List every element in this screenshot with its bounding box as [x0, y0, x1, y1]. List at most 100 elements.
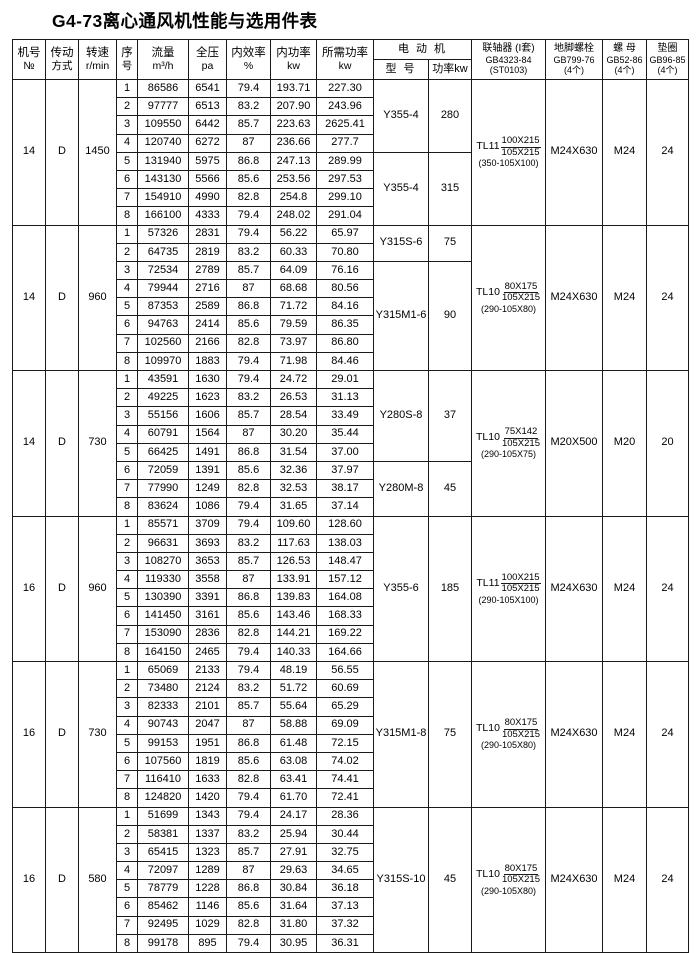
table-row: 3 108270 3653 85.7 126.53 148.47: [13, 551, 689, 572]
cell-flow: 109970: [137, 351, 189, 372]
cell-internal-efficiency: 85.7: [226, 406, 271, 426]
cell-seq: 8: [116, 933, 138, 953]
cell-internal-efficiency: 83.2: [226, 242, 271, 262]
cell-seq: 4: [116, 715, 138, 735]
cell-flow: 164150: [137, 642, 189, 663]
cell-flow: 64735: [137, 242, 189, 262]
cell-internal-efficiency: 87: [226, 715, 271, 735]
cell-internal-power: 61.48: [270, 733, 317, 753]
cell-internal-power: 143.46: [270, 606, 317, 626]
cell-required-power: 38.17: [316, 479, 374, 499]
cell-required-power: 37.00: [316, 442, 374, 462]
cell-flow: 120740: [137, 133, 189, 153]
th-required-power-line2: kw: [338, 60, 352, 73]
cell-seq: 8: [116, 206, 138, 226]
cell-coupling: TL10 80X175 105X215 (290-105X80): [471, 224, 546, 371]
cell-flow: 166100: [137, 206, 189, 226]
cell-total-pressure: 1564: [188, 424, 227, 444]
coupling-fraction: 75X142 105X215: [501, 426, 541, 449]
cell-internal-power: 63.08: [270, 751, 317, 772]
cell-motor-power: 45: [428, 460, 472, 517]
cell-total-pressure: 3558: [188, 570, 227, 590]
table-row: 16 D 580 1 51699 1343 79.4 24.17 28.36 Y315S-10 45…: [12, 806, 689, 953]
cell-internal-efficiency: 85.7: [226, 697, 271, 717]
coupling-spec: TL10 75X142 105X215 (290-105X75): [473, 426, 545, 459]
cell-seq: 2: [116, 242, 138, 262]
cell-required-power: 2625.41: [316, 115, 374, 135]
cell-flow: 65069: [137, 660, 189, 681]
cell-internal-power: 26.53: [270, 388, 317, 408]
cell-internal-efficiency: 82.8: [226, 915, 271, 935]
table-row: 6 143130 5566 85.6 253.56 297.53: [13, 169, 689, 190]
cell-flow: 90743: [137, 715, 189, 735]
th-nut-line2: GB52-86: [606, 54, 643, 65]
cell-seq: 6: [116, 751, 138, 772]
cell-flow: 49225: [137, 388, 189, 408]
cell-internal-efficiency: 82.8: [226, 770, 271, 790]
table-row: 5 131940 5975 86.8 247.13 289.99 Y355-4 315: [13, 151, 689, 226]
cell-foot-bolt: M24X630: [545, 661, 603, 808]
cell-internal-power: 79.59: [270, 315, 317, 335]
cell-foot-bolt: M24X630: [545, 806, 603, 953]
cell-flow: 107560: [137, 751, 189, 772]
table-row: 3 55156 1606 85.7 28.54 33.49: [13, 406, 689, 426]
cell-flow: 96631: [137, 533, 189, 553]
cell-foot-bolt: M24X630: [545, 224, 603, 371]
page-title: G4-73离心通风机性能与选用件表: [52, 11, 318, 31]
cell-total-pressure: 1146: [188, 897, 227, 917]
th-nut-line3: (4个): [614, 65, 635, 76]
cell-motor-power: 280: [428, 79, 472, 153]
table-row: 4 60791 1564 87 30.20 35.44: [13, 424, 689, 444]
cell-drive-type: D: [45, 370, 79, 517]
cell-internal-power: 64.09: [270, 260, 317, 281]
cell-total-pressure: 2819: [188, 242, 227, 262]
table-row: 16 D 730 1 65069 2133 79.4 48.19 56.55 Y315M1-8 75…: [12, 660, 689, 808]
th-foot-bolt: 地脚螺栓 GB799-76 (4个): [545, 39, 603, 80]
cell-coupling: TL10 75X142 105X215 (290-105X75): [471, 370, 546, 517]
cell-required-power: 76.16: [316, 260, 374, 281]
coupling-fraction: 80X175 105X215: [501, 863, 541, 886]
cell-flow: 58381: [137, 824, 189, 844]
cell-required-power: 37.97: [316, 460, 374, 481]
cell-internal-efficiency: 85.7: [226, 551, 271, 572]
cell-total-pressure: 6272: [188, 133, 227, 153]
th-seq-line1: 序: [121, 46, 133, 59]
cell-machine-no: 14: [12, 370, 46, 517]
coupling-dimensions: (290-105X80): [480, 885, 537, 896]
cell-motor-power: 75: [428, 224, 472, 262]
cell-internal-efficiency: 82.8: [226, 479, 271, 499]
cell-required-power: 37.32: [316, 915, 374, 935]
cell-required-power: 33.49: [316, 406, 374, 426]
cell-washer: 24: [646, 224, 689, 371]
cell-internal-efficiency: 79.4: [226, 351, 271, 372]
table-row: 8 83624 1086 79.4 31.65 37.14: [13, 497, 689, 517]
cell-total-pressure: 2589: [188, 297, 227, 317]
cell-internal-efficiency: 79.4: [226, 660, 271, 681]
cell-coupling: TL10 80X175 105X215 (290-105X80): [471, 806, 546, 953]
cell-internal-efficiency: 85.6: [226, 315, 271, 335]
cell-total-pressure: 1086: [188, 497, 227, 517]
table-row: 6 107560 1819 85.6 63.08 74.02: [13, 751, 689, 772]
cell-required-power: 74.41: [316, 770, 374, 790]
th-coupling-line2: GB4323-84: [485, 54, 532, 65]
cell-internal-efficiency: 82.8: [226, 188, 271, 208]
cell-internal-efficiency: 83.2: [226, 388, 271, 408]
cell-required-power: 28.36: [316, 806, 374, 826]
cell-drive-type: D: [45, 515, 79, 662]
cell-motor-model: Y355-4: [373, 79, 429, 153]
th-coupling: 联轴器 (I套) GB4323-84 (ST0103): [471, 39, 546, 80]
cell-internal-efficiency: 87: [226, 424, 271, 444]
cell-motor-model: Y355-6: [373, 515, 429, 662]
cell-motor-model: Y315M1-6: [373, 260, 429, 372]
table-row: 4 120740 6272 87 236.66 277.7: [13, 133, 689, 153]
cell-internal-power: 31.65: [270, 497, 317, 517]
cell-seq: 8: [116, 497, 138, 517]
cell-machine-no: 16: [12, 806, 46, 953]
th-drive-type-line1: 传动: [50, 46, 74, 59]
cell-speed: 580: [78, 806, 117, 953]
coupling-main: TL11 100X215 105X215: [476, 135, 541, 158]
cell-washer: 20: [646, 370, 689, 517]
cell-flow: 153090: [137, 624, 189, 644]
cell-internal-efficiency: 86.8: [226, 879, 271, 899]
cell-seq: 4: [116, 133, 138, 153]
